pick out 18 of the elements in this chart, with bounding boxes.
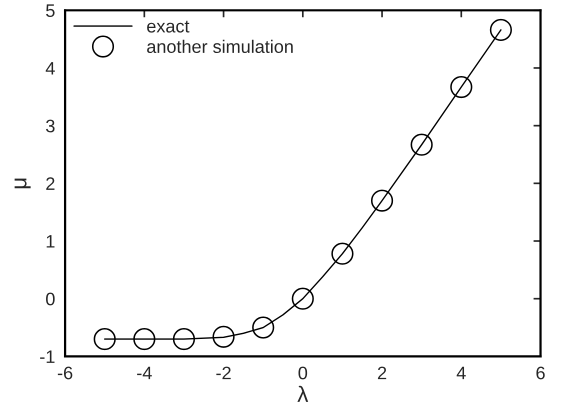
y-tick-label: 4 xyxy=(46,62,55,75)
x-tick-label: -4 xyxy=(137,366,152,380)
legend-label: another simulation xyxy=(147,40,293,54)
x-tick-label: 2 xyxy=(378,366,386,380)
x-tick-label: 0 xyxy=(298,366,308,380)
y-tick-label: 3 xyxy=(46,120,55,132)
x-tick-label: -6 xyxy=(58,366,72,380)
y-tick-label: 5 xyxy=(46,4,55,18)
x-axis-title: λ xyxy=(297,386,308,402)
y-tick-label: -1 xyxy=(40,350,54,363)
y-tick-label: 0 xyxy=(46,292,55,306)
legend-label: exact xyxy=(147,20,190,33)
y-tick-label: 2 xyxy=(46,177,54,190)
x-tick-label: -2 xyxy=(216,366,231,380)
y-axis-title: μ xyxy=(14,178,31,188)
x-tick-label: 4 xyxy=(456,366,466,380)
y-tick-label: 1 xyxy=(46,235,54,248)
x-tick-label: 6 xyxy=(536,366,545,380)
